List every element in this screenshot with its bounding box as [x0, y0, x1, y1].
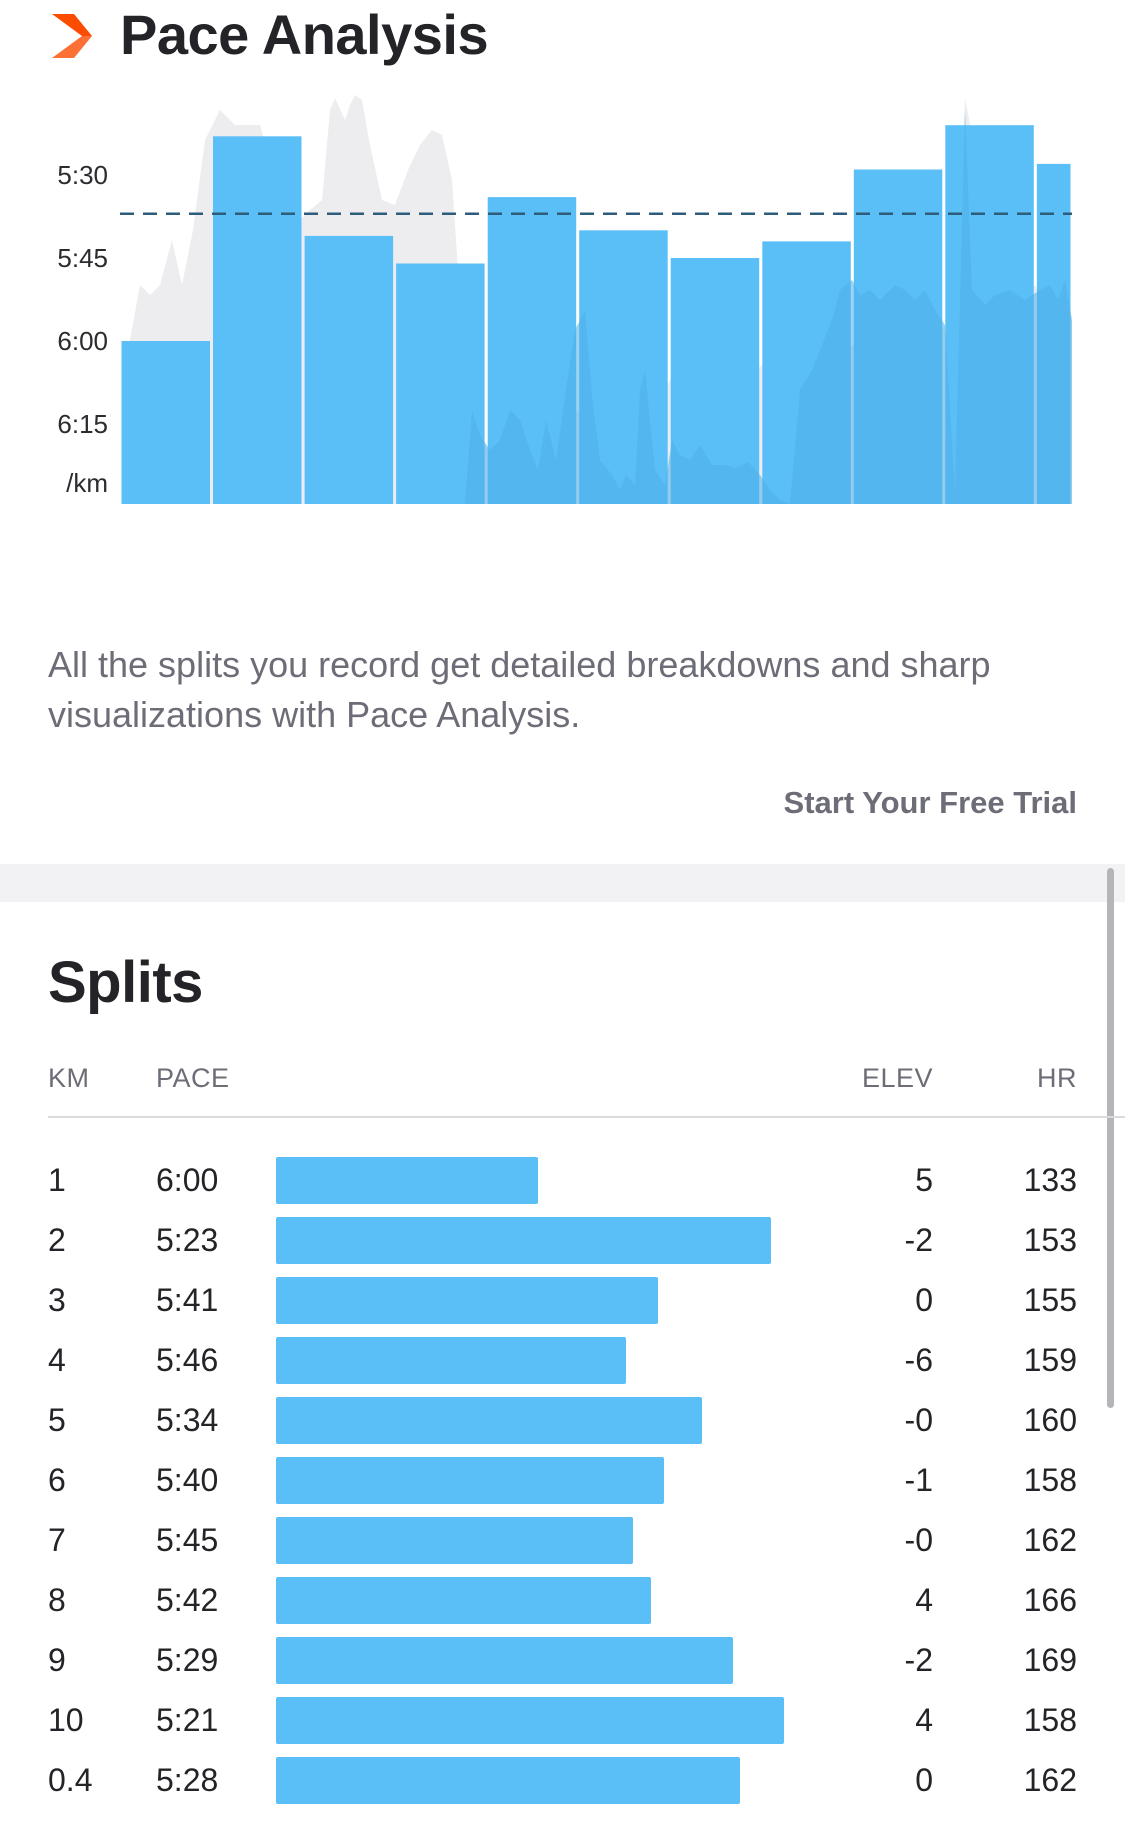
- header-divider: [48, 1116, 1125, 1118]
- split-km: 7: [48, 1522, 66, 1558]
- splits-title: Splits: [48, 950, 203, 1015]
- pace-bar-2: [213, 136, 302, 505]
- section-divider: [0, 864, 1125, 902]
- split-hr: 160: [1023, 1402, 1077, 1438]
- table-row: 6 5:40 -1 158: [0, 1450, 1125, 1510]
- split-hr: 158: [1023, 1702, 1077, 1738]
- split-pace: 5:46: [156, 1342, 219, 1378]
- table-row: 3 5:41 0 155: [0, 1270, 1125, 1330]
- y-axis-ticks: 5:30 5:45 6:00 6:15/km: [57, 160, 108, 498]
- column-header-km: KM: [48, 1063, 90, 1093]
- split-hr: 158: [1023, 1462, 1077, 1498]
- split-pace-bar: [276, 1157, 538, 1204]
- split-hr: 169: [1023, 1642, 1077, 1678]
- split-hr: 162: [1023, 1522, 1077, 1558]
- split-km: 9: [48, 1642, 66, 1678]
- y-axis-unit-label: /km: [66, 468, 108, 498]
- split-km: 8: [48, 1582, 66, 1618]
- pace-stream-overlay: [465, 110, 1072, 504]
- y-tick-label: 5:45: [57, 243, 108, 273]
- table-row: 4 5:46 -6 159: [0, 1330, 1125, 1390]
- split-pace-bar: [276, 1337, 626, 1384]
- split-pace-bar: [276, 1757, 740, 1804]
- split-hr: 166: [1023, 1582, 1077, 1618]
- split-pace-bar: [276, 1697, 784, 1744]
- split-hr: 162: [1023, 1762, 1077, 1798]
- split-pace-bar: [276, 1397, 702, 1444]
- table-row: 7 5:45 -0 162: [0, 1510, 1125, 1570]
- split-pace-bar: [276, 1277, 658, 1324]
- scrollbar[interactable]: [1107, 868, 1114, 1408]
- column-header-pace: PACE: [156, 1063, 230, 1093]
- table-row: 1 6:00 5 133: [0, 1150, 1125, 1210]
- table-row: 8 5:42 4 166: [0, 1570, 1125, 1630]
- split-pace: 5:29: [156, 1642, 219, 1678]
- table-row: 5 5:34 -0 160: [0, 1390, 1125, 1450]
- split-pace: 5:28: [156, 1762, 219, 1798]
- split-pace: 5:21: [156, 1702, 219, 1738]
- split-km: 4: [48, 1342, 66, 1378]
- split-elev: -0: [904, 1402, 933, 1438]
- table-row: 9 5:29 -2 169: [0, 1630, 1125, 1690]
- table-row: 0.4 5:28 0 162: [0, 1750, 1125, 1810]
- split-km: 1: [48, 1162, 66, 1198]
- split-pace-bar: [276, 1637, 733, 1684]
- split-elev: 0: [915, 1282, 933, 1318]
- y-tick-label: 5:30: [57, 160, 108, 190]
- split-elev: -0: [904, 1522, 933, 1558]
- split-km: 3: [48, 1282, 66, 1318]
- split-km: 5: [48, 1402, 66, 1438]
- split-elev: -6: [904, 1342, 933, 1378]
- split-pace: 5:42: [156, 1582, 219, 1618]
- split-elev: -2: [904, 1222, 933, 1258]
- start-free-trial-link[interactable]: Start Your Free Trial: [783, 785, 1077, 820]
- split-pace: 5:23: [156, 1222, 219, 1258]
- split-pace: 5:41: [156, 1282, 219, 1318]
- split-elev: 5: [915, 1162, 933, 1198]
- pace-chart-svg: 5:30 5:45 6:00 6:15/km: [57, 95, 1072, 505]
- column-header-elev: ELEV: [861, 1063, 933, 1093]
- split-km: 6: [48, 1462, 66, 1498]
- split-elev: 4: [915, 1702, 933, 1738]
- split-km: 0.4: [48, 1762, 93, 1798]
- table-row: 10 5:21 4 158: [0, 1690, 1125, 1750]
- chevron-right-icon: [52, 14, 92, 58]
- split-hr: 159: [1023, 1342, 1077, 1378]
- split-pace-bar: [276, 1217, 771, 1264]
- split-hr: 133: [1023, 1162, 1077, 1198]
- split-pace-bar: [276, 1457, 664, 1504]
- split-km: 10: [48, 1702, 84, 1738]
- pace-analysis-header: Pace Analysis: [0, 0, 1125, 80]
- split-pace: 6:00: [156, 1162, 219, 1198]
- split-elev: -2: [904, 1642, 933, 1678]
- column-header-hr: HR: [1037, 1063, 1077, 1093]
- feature-description: All the splits you record get detailed b…: [48, 644, 991, 735]
- split-elev: -1: [904, 1462, 933, 1498]
- page-title: Pace Analysis: [120, 3, 489, 66]
- split-hr: 155: [1023, 1282, 1077, 1318]
- split-pace: 5:45: [156, 1522, 219, 1558]
- split-pace: 5:40: [156, 1462, 219, 1498]
- pace-chart: 5:30 5:45 6:00 6:15/km: [0, 90, 1125, 600]
- split-pace-bar: [276, 1577, 651, 1624]
- split-elev: 0: [915, 1762, 933, 1798]
- y-tick-label: 6:15: [57, 409, 108, 439]
- split-pace-bar: [276, 1517, 633, 1564]
- pace-bar-1: [121, 341, 210, 504]
- table-row: 2 5:23 -2 153: [0, 1210, 1125, 1270]
- y-tick-label: 6:00: [57, 326, 108, 356]
- split-hr: 153: [1023, 1222, 1077, 1258]
- pace-bar-3: [304, 235, 394, 504]
- split-elev: 4: [915, 1582, 933, 1618]
- split-km: 2: [48, 1222, 66, 1258]
- split-pace: 5:34: [156, 1402, 219, 1438]
